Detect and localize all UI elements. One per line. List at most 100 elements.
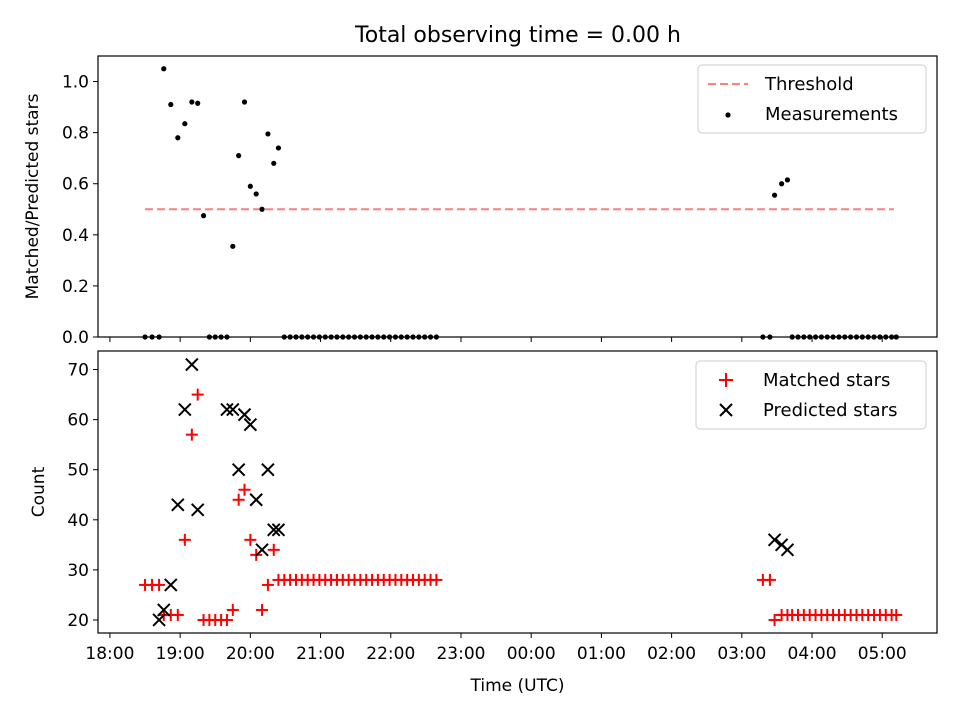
count-y-tick-label: 20 (67, 611, 89, 631)
count-plot-legend: Matched stars Predicted stars (695, 360, 927, 430)
measurement-point (241, 99, 248, 105)
legend-threshold-label: Threshold (764, 74, 854, 95)
measurement-point (236, 153, 242, 159)
matched-star-point (226, 603, 239, 616)
predicted-star-point (157, 603, 171, 617)
count-x-tick-label: 21:00 (296, 644, 345, 664)
predicted-star-point (237, 407, 252, 422)
legend-matched-label: Matched stars (763, 370, 890, 391)
ratio-y-tick-label: 0.4 (62, 226, 89, 246)
measurement-point (265, 131, 271, 137)
count-y-tick-label: 40 (67, 511, 89, 531)
count-plot-y-label: Count (29, 466, 49, 517)
matched-star-point (238, 483, 251, 496)
measurement-point (189, 99, 195, 105)
matched-star-point (171, 608, 184, 621)
predicted-star-point (231, 463, 246, 477)
ratio-plot-legend-box (697, 64, 927, 134)
measurement-point (195, 100, 201, 106)
ratio-plot-y-ticks: 0.0 0.2 0.4 0.6 0.8 1.0 (62, 73, 98, 348)
measurement-point (230, 243, 236, 249)
ratio-plot: 0.0 0.2 0.4 0.6 0.8 1.0 Matched/Predicted sta… (23, 55, 938, 348)
matched-star-point (256, 603, 269, 616)
legend-predicted-label: Predicted stars (763, 400, 897, 421)
predicted-star-point (271, 523, 286, 537)
measurement-point (253, 191, 259, 197)
matched-star-point (185, 428, 198, 441)
measurement-point (175, 135, 181, 141)
count-plot-legend-box (695, 360, 927, 430)
ratio-plot-x-ticks (109, 337, 883, 342)
count-plot-y-ticks: 20 30 40 50 60 70 (67, 361, 98, 631)
matched-star-point (178, 533, 191, 546)
count-x-tick-label: 05:00 (858, 644, 907, 664)
ratio-y-tick-label: 0.0 (62, 328, 89, 348)
ratio-y-tick-label: 0.2 (62, 277, 89, 297)
count-y-tick-label: 60 (67, 411, 89, 431)
count-plot: 20 30 40 50 60 70 18:00 19:00 20:00 21:00 22:00 23… (29, 350, 938, 696)
measurement-point (182, 121, 188, 127)
predicted-star-point (261, 463, 275, 477)
predicted-star-point (152, 613, 166, 627)
matched-star-point (232, 493, 245, 506)
matched-star-point (763, 573, 776, 586)
predicted-star-point (185, 357, 199, 372)
count-x-tick-label: 00:00 (507, 644, 556, 664)
matched-star-point (890, 608, 903, 621)
measurement-point (779, 181, 785, 187)
measurement-point (168, 101, 174, 108)
matched-star-point (191, 388, 204, 401)
predicted-star-point (243, 417, 258, 432)
measurement-point (771, 192, 778, 198)
matched-star-point (153, 578, 166, 591)
count-x-tick-label: 23:00 (436, 644, 485, 664)
measurement-point (247, 183, 253, 189)
count-plot-series (139, 357, 903, 627)
matched-star-point (244, 533, 257, 546)
legend-matched-marker (719, 373, 733, 387)
predicted-star-point (171, 498, 185, 512)
count-x-tick-label: 20:00 (226, 644, 275, 664)
matched-star-point (768, 613, 781, 626)
matched-star-point (430, 573, 443, 586)
count-plot-frame (97, 350, 938, 634)
count-x-tick-label: 18:00 (85, 644, 134, 664)
ratio-y-tick-label: 0.8 (62, 124, 89, 144)
measurement-point (161, 66, 167, 72)
predicted-star-point (780, 543, 795, 557)
count-x-tick-label: 22:00 (366, 644, 415, 664)
matched-star-point (261, 578, 274, 591)
count-y-tick-label: 30 (67, 561, 89, 581)
predicted-star-point (178, 402, 192, 417)
legend-measurements-label: Measurements (765, 104, 898, 125)
count-x-tick-label: 03:00 (717, 644, 766, 664)
count-x-tick-label: 04:00 (788, 644, 837, 664)
measurement-point (271, 160, 277, 166)
predicted-star-point (164, 578, 178, 592)
measurement-point (784, 177, 791, 183)
predicted-star-point (226, 402, 240, 417)
count-plot-x-ticks: 18:00 19:00 20:00 21:00 22:00 23:00 00:00 01:00… (85, 633, 907, 664)
measurement-point (200, 213, 207, 219)
count-y-tick-label: 70 (67, 361, 89, 381)
predicted-star-point (255, 543, 269, 557)
ratio-y-tick-label: 1.0 (62, 73, 89, 93)
measurement-point (275, 145, 282, 151)
count-plot-x-label: Time (UTC) (470, 676, 565, 696)
legend-measurements-marker (725, 112, 731, 118)
predicted-star-point (220, 402, 234, 417)
figure-title: Total observing time = 0.00 h (354, 23, 681, 48)
ratio-plot-y-label: Matched/Predicted stars (23, 93, 43, 299)
measurement-point (259, 206, 265, 212)
ratio-y-tick-label: 0.6 (62, 175, 89, 195)
count-x-tick-label: 01:00 (577, 644, 626, 664)
count-x-tick-label: 19:00 (156, 644, 205, 664)
predicted-star-point (267, 523, 281, 537)
count-x-tick-label: 02:00 (647, 644, 696, 664)
ratio-plot-frame (97, 55, 938, 338)
matched-star-point (267, 543, 280, 556)
predicted-star-point (190, 503, 205, 517)
predicted-star-point (767, 533, 782, 547)
count-y-tick-label: 50 (67, 461, 89, 481)
